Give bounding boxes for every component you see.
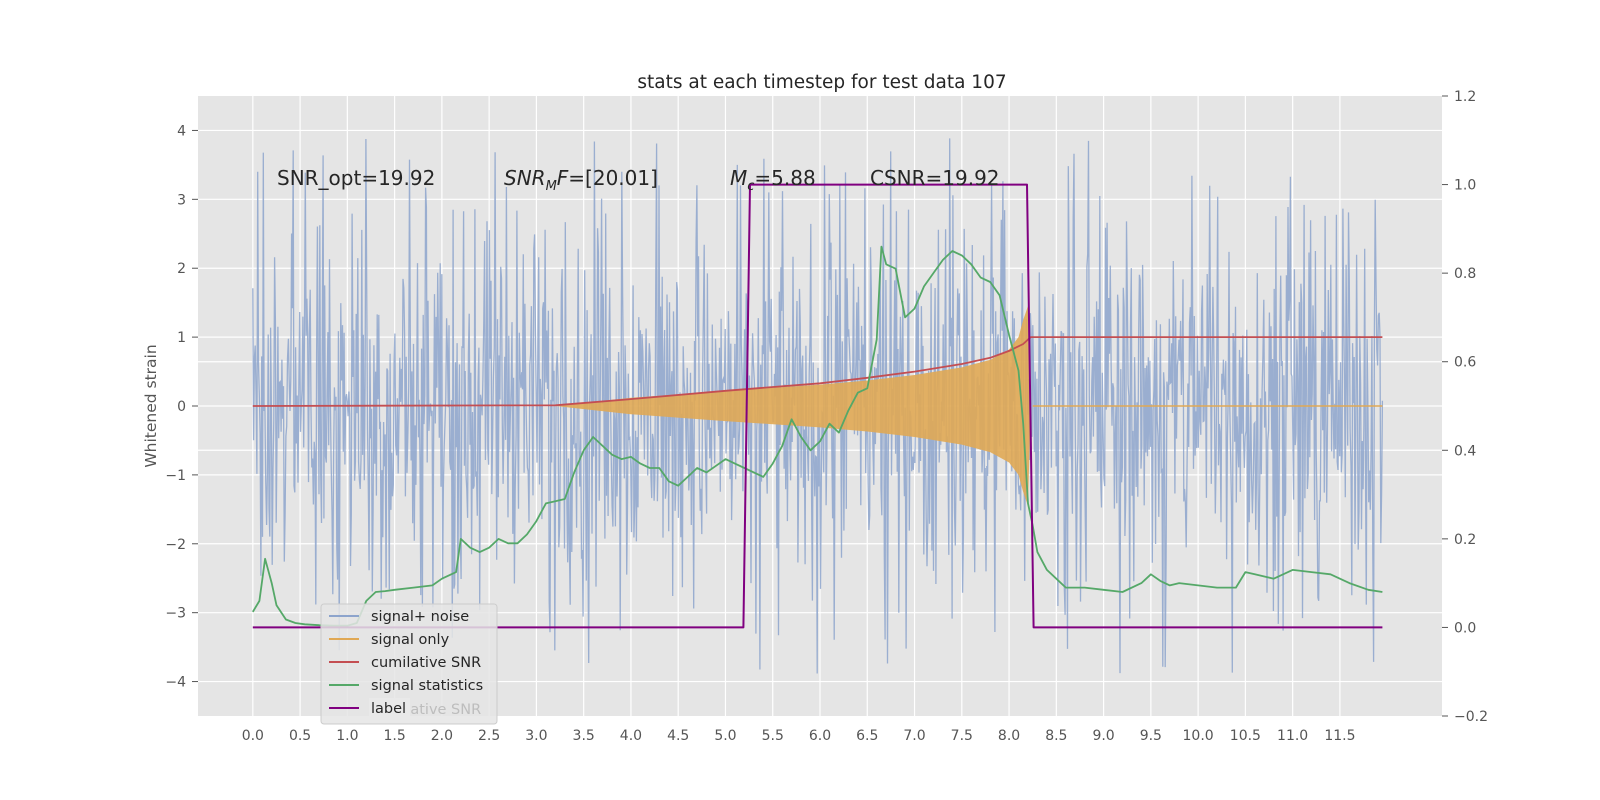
signal-noise-line <box>252 138 1384 674</box>
legend-label: label <box>371 701 406 717</box>
x-tick-label: 4.5 <box>667 728 689 744</box>
x-tick-label: 5.5 <box>762 728 784 744</box>
x-tick-labels: 0.0 0.5 1.0 1.5 2.0 2.5 3.0 3.5 4.0 4.5 5.0 5.5 6.0 6… <box>242 728 1356 744</box>
annotation-snr-mf-value: =[20.01] <box>568 166 658 190</box>
x-tick-label: 2.5 <box>478 728 500 744</box>
y-tick-labels: −4 −3 −2 −1 0 1 2 3 4 <box>165 123 198 691</box>
y2-tick-label: 0.6 <box>1454 355 1476 371</box>
x-tick-label: 3.5 <box>573 728 595 744</box>
legend-label: signal statistics <box>371 678 483 694</box>
signal-only-fill <box>555 306 1031 506</box>
x-tick-label: 11.0 <box>1277 728 1308 744</box>
y-tick-label: 0 <box>177 399 186 415</box>
y2-tick-labels: −0.2 0.0 0.2 0.4 0.6 0.8 1.0 1.2 <box>1442 89 1488 725</box>
y2-tick-label: 0.8 <box>1454 266 1476 282</box>
signal-only-series <box>555 306 1383 506</box>
signal-statistics-line <box>252 245 1383 627</box>
x-tick-label: 6.5 <box>856 728 878 744</box>
y-tick-label: 4 <box>177 123 186 139</box>
label-line <box>252 183 1383 629</box>
legend-label: cumilative SNR <box>371 655 481 671</box>
annotation-snr-opt: SNR_opt=19.92 <box>277 166 435 190</box>
y-tick-label: 3 <box>177 192 186 208</box>
annotation-mc-value: =5.88 <box>754 166 815 190</box>
x-tick-label: 3.0 <box>525 728 547 744</box>
x-tick-label: 7.5 <box>951 728 973 744</box>
y2-tick-label: 1.0 <box>1454 178 1476 194</box>
x-tick-label: 8.5 <box>1045 728 1067 744</box>
annotation-mc: Mc=5.88 <box>730 166 816 194</box>
annotation-csnr: CSNR=19.92 <box>870 166 1000 190</box>
y-tick-label: −1 <box>165 468 186 484</box>
legend-label: signal+ noise <box>371 609 469 625</box>
annotation-mc-sub: c <box>747 179 754 194</box>
x-tick-label: 7.0 <box>903 728 925 744</box>
x-tick-label: 10.0 <box>1183 728 1214 744</box>
y2-tick-label: 0.4 <box>1454 443 1476 459</box>
x-tick-label: 10.5 <box>1230 728 1261 744</box>
x-tick-label: 1.5 <box>383 728 405 744</box>
x-tick-label: 4.0 <box>620 728 642 744</box>
signal-noise-series <box>252 138 1384 674</box>
y2-tick-label: 1.2 <box>1454 89 1476 105</box>
legend-hidden-mask <box>369 698 410 718</box>
y-tick-label: 2 <box>177 261 186 277</box>
x-tick-label: 11.5 <box>1324 728 1355 744</box>
x-tick-label: 9.0 <box>1092 728 1114 744</box>
x-tick-label: 0.5 <box>289 728 311 744</box>
chart-title: stats at each timestep for test data 107 <box>637 72 1006 93</box>
x-tick-label: 6.0 <box>809 728 831 744</box>
annotation-snr-mf-base: SNR <box>504 166 546 190</box>
annotation-snr-mf-f: F <box>557 166 569 190</box>
annotation-snr-mf-sub: M <box>546 179 557 194</box>
legend: cumilative SNR signal+ noise signal only c… <box>320 603 498 725</box>
x-tick-label: 8.0 <box>998 728 1020 744</box>
y-tick-label: −3 <box>165 606 186 622</box>
annotation-snr-mf: SNRMF=[20.01] <box>504 166 658 194</box>
legend-entries: signal+ noise signal only cumilative SNR si… <box>329 609 483 717</box>
annotation-mc-base: M <box>730 166 747 190</box>
y2-tick-label: −0.2 <box>1454 709 1488 725</box>
y-axis-label: Whitened strain <box>142 344 160 467</box>
x-tick-label: 5.0 <box>714 728 736 744</box>
y2-tick-label: 0.2 <box>1454 532 1476 548</box>
y-tick-label: 1 <box>177 330 186 346</box>
legend-box <box>320 603 498 725</box>
x-tick-label: 0.0 <box>242 728 264 744</box>
y-tick-label: −4 <box>165 675 186 691</box>
y-tick-label: −2 <box>165 537 186 553</box>
x-tick-label: 9.5 <box>1140 728 1162 744</box>
legend-label: signal only <box>371 632 450 648</box>
y2-tick-label: 0.0 <box>1454 620 1476 636</box>
x-tick-label: 2.0 <box>431 728 453 744</box>
series-lines <box>252 183 1383 629</box>
x-tick-label: 1.0 <box>336 728 358 744</box>
